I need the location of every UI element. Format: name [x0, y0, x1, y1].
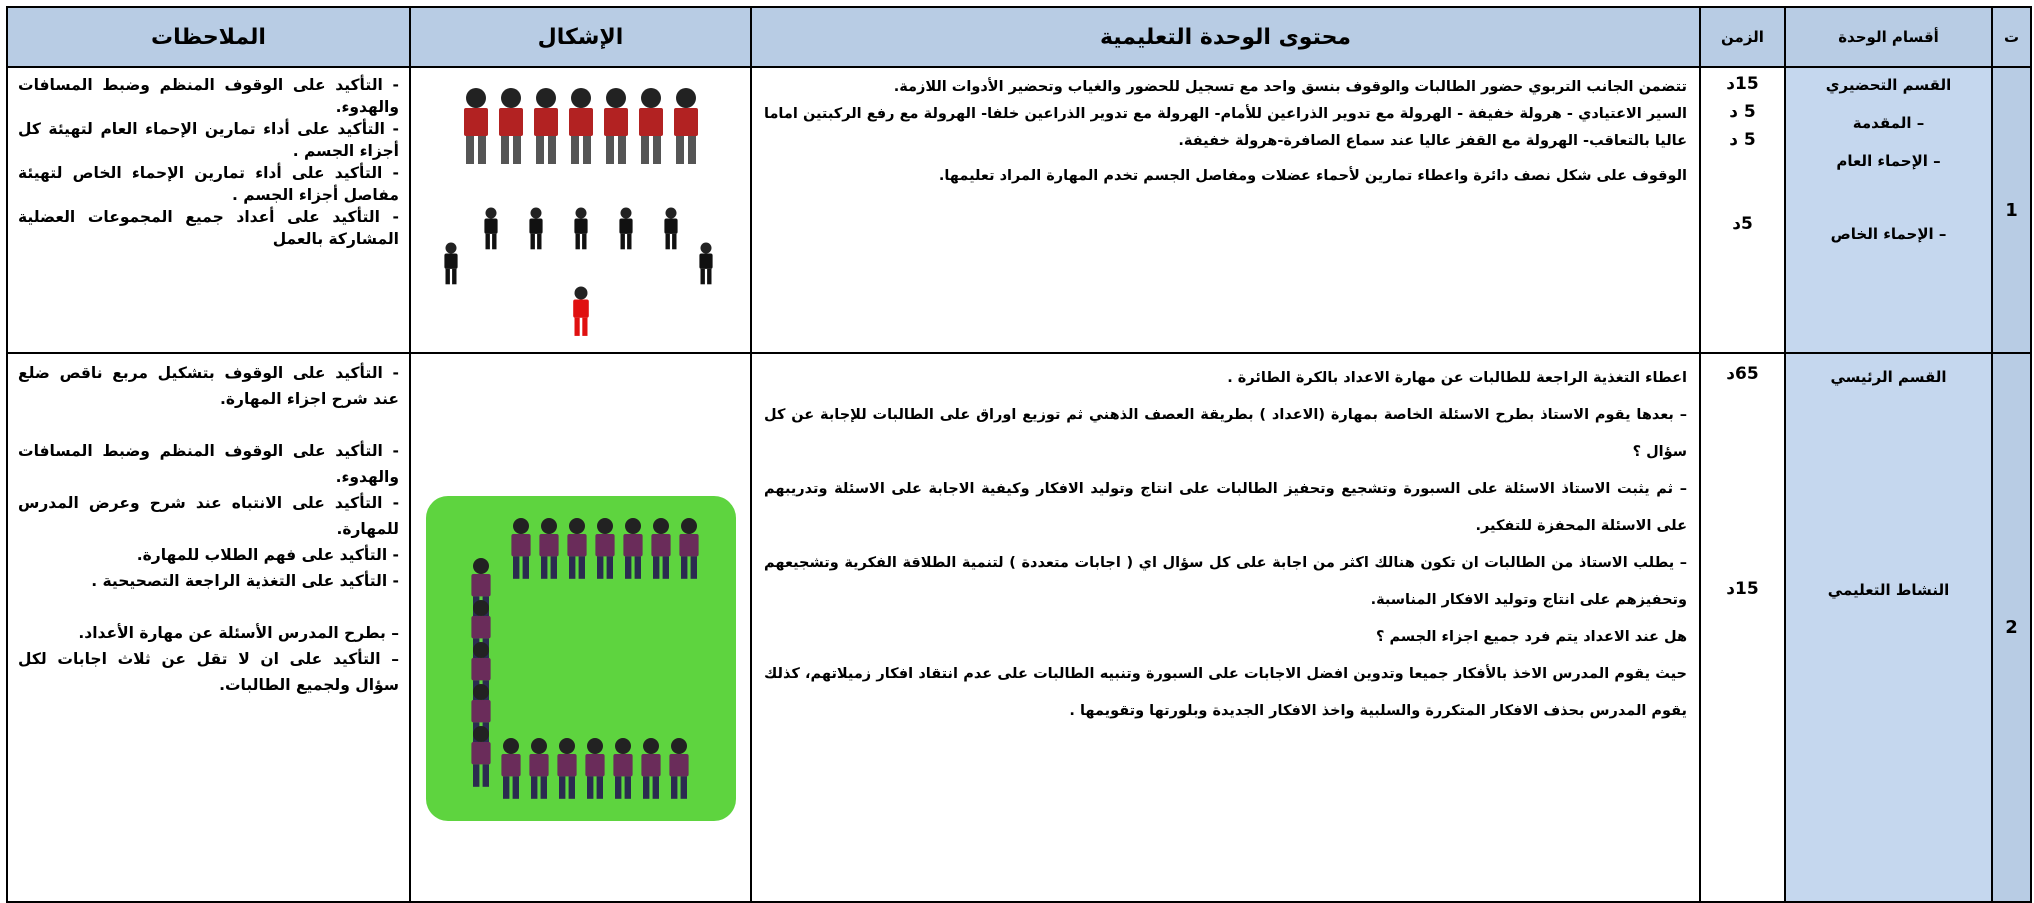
section-label: – المقدمة — [1852, 114, 1925, 132]
header-cell: ت — [1991, 6, 2032, 68]
note: - التأكيد على الوقوف بتشكيل مربع ناقص ضل… — [18, 364, 399, 408]
content-paragraph: السير الاعتيادي - هرولة خفيفة - الهرولة … — [764, 106, 1687, 149]
note: – التأكيد على ان لا تقل عن ثلاث اجابات ل… — [18, 650, 399, 694]
notes-cell: - التأكيد على الوقوف المنظم وضبط المسافا… — [6, 66, 411, 354]
content-paragraph: هل عند الاعداد يتم فرد جميع اجزاء الجسم … — [1376, 629, 1687, 645]
skill-formation — [425, 495, 736, 821]
time-label: 15د — [1726, 579, 1759, 599]
time-label: 5 د — [1729, 130, 1756, 150]
section-label: النشاط التعليمي — [1827, 581, 1950, 599]
time-label: 5د — [1732, 214, 1753, 234]
time-cell: 65د 15د — [1699, 352, 1786, 903]
note: - التأكيد على الانتباه عند شرح وعرض المد… — [18, 494, 399, 538]
note: - التأكيد على التغذية الراجعة التصحيحية … — [91, 572, 399, 590]
section-label: القسم الرئيسي — [1830, 368, 1947, 386]
note: - التأكيد على الوقوف المنظم وضبط المسافا… — [18, 442, 399, 486]
content-paragraph: حيث يقوم المدرس الاخذ بالأفكار جميعا وتد… — [764, 666, 1687, 719]
section-label: – الإحماء العام — [1836, 152, 1941, 170]
section-label: – الإحماء الخاص — [1830, 225, 1947, 243]
note: - التأكيد على فهم الطلاب للمهارة. — [136, 546, 399, 564]
section-cell: القسم الرئيسي النشاط التعليمي — [1784, 352, 1993, 903]
header-cell: أقسام الوحدة — [1784, 6, 1993, 68]
note: - التأكيد على أعداد جميع المجموعات العضل… — [18, 208, 399, 248]
header-row: ت أقسام الوحدة الزمن محتوى الوحدة التعلي… — [6, 6, 2032, 68]
section-label: القسم التحضيري — [1825, 76, 1952, 94]
time-label: 5 د — [1729, 102, 1756, 122]
header-cell: الملاحظات — [6, 6, 411, 68]
content-paragraph: – بعدها يقوم الاستاذ بطرح الاسئلة الخاصة… — [764, 407, 1687, 460]
content-cell: تتضمن الجانب التربوي حضور الطالبات والوق… — [750, 66, 1701, 354]
content-paragraph: الوقوف على شكل نصف دائرة واعطاء تمارين ل… — [938, 168, 1687, 184]
header-cell: محتوى الوحدة التعليمية — [750, 6, 1701, 68]
time-label: 65د — [1726, 364, 1759, 384]
warmup-formation — [443, 88, 713, 336]
time-cell: 15د 5 د 5 د 5د — [1699, 66, 1786, 354]
note: - التأكيد على أداء تمارين الإحماء الخاص … — [18, 164, 399, 204]
table-row: 1 القسم التحضيري – المقدمة – الإحماء العام –… — [6, 66, 2032, 354]
time-label: 15د — [1726, 74, 1759, 94]
table-body: 1 القسم التحضيري – المقدمة – الإحماء العام –… — [6, 66, 2032, 903]
section-cell: القسم التحضيري – المقدمة – الإحماء العام – … — [1784, 66, 1993, 354]
content-cell: اعطاء التغذية الراجعة للطالبات عن مهارة … — [750, 352, 1701, 903]
header-cell: الإشكال — [409, 6, 752, 68]
note: – بطرح المدرس الأسئلة عن مهارة الأعداد. — [78, 624, 399, 642]
content-paragraph: – يطلب الاستاذ من الطالبات ان تكون هنالك… — [764, 555, 1687, 608]
content-paragraph: تتضمن الجانب التربوي حضور الطالبات والوق… — [893, 79, 1687, 95]
shape-cell — [409, 352, 752, 903]
note: - التأكيد على الوقوف المنظم وضبط المسافا… — [18, 76, 399, 116]
table-row: 2 القسم الرئيسي النشاط التعليمي 65د 15د اعطاء… — [6, 352, 2032, 903]
note: - التأكيد على أداء تمارين الإحماء العام … — [18, 120, 399, 160]
lesson-table: ت أقسام الوحدة الزمن محتوى الوحدة التعلي… — [6, 6, 2032, 903]
content-paragraph: – ثم يثبت الاستاذ الاسئلة على السبورة وت… — [764, 481, 1687, 534]
row-number: 2 — [1991, 352, 2032, 903]
shape-cell — [409, 66, 752, 354]
row-number: 1 — [1991, 66, 2032, 354]
content-paragraph: اعطاء التغذية الراجعة للطالبات عن مهارة … — [1227, 370, 1687, 386]
notes-cell: - التأكيد على الوقوف بتشكيل مربع ناقص ضل… — [6, 352, 411, 903]
header-cell: الزمن — [1699, 6, 1786, 68]
